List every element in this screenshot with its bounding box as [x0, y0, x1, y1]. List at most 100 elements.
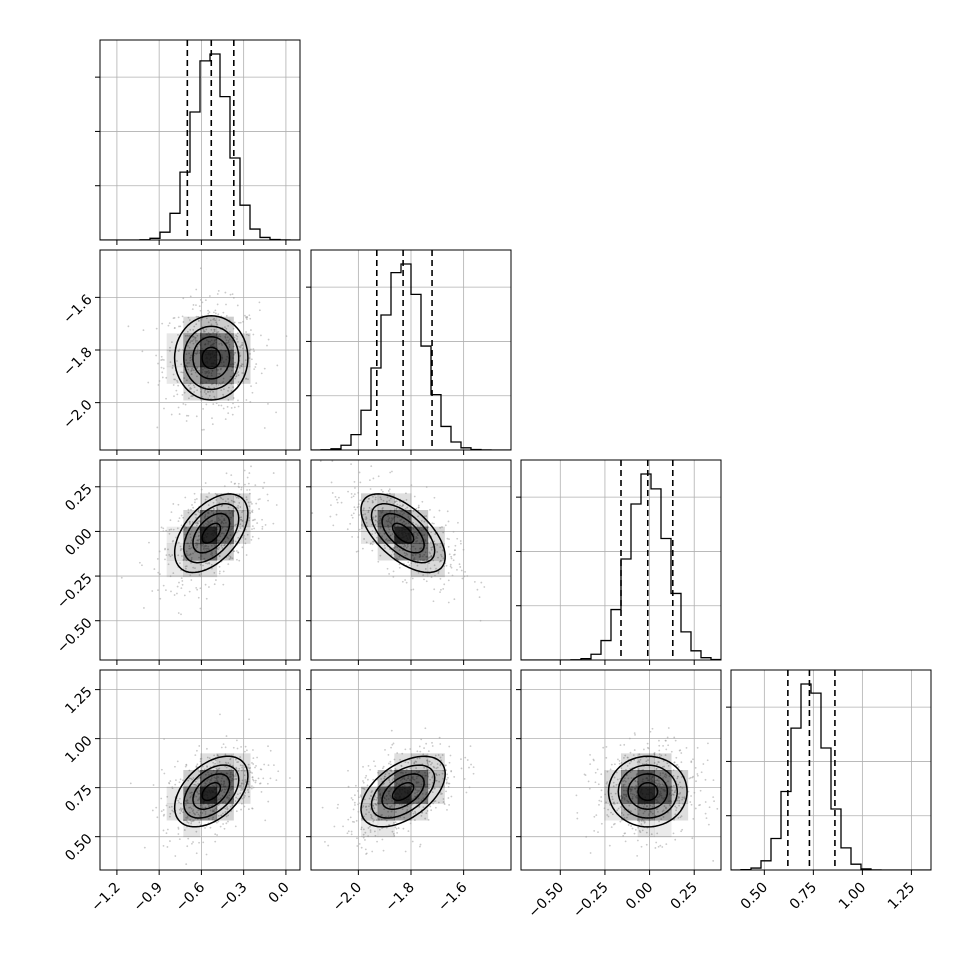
scatter-point — [430, 576, 433, 579]
contour-0 — [201, 346, 222, 370]
scatter-point — [390, 805, 393, 807]
scatter-point — [671, 793, 674, 796]
scatter-point — [176, 379, 178, 382]
scatter-point — [384, 538, 387, 541]
scatter-point — [370, 542, 372, 545]
scatter-point — [186, 334, 189, 337]
scatter-point — [435, 567, 437, 570]
scatter-point — [350, 833, 353, 836]
density-cell — [377, 803, 395, 821]
scatter-point — [392, 833, 395, 835]
scatter-point — [636, 761, 639, 764]
scatter-point — [180, 363, 183, 366]
scatter-point — [624, 780, 627, 783]
scatter-point — [369, 825, 371, 828]
scatter-point — [409, 767, 412, 769]
scatter-point — [638, 753, 641, 756]
scatter-point — [232, 746, 235, 749]
scatter-point — [677, 766, 680, 768]
density-cell — [183, 350, 201, 368]
scatter-point — [387, 490, 390, 492]
scatter-point — [193, 492, 196, 495]
scatter-point — [220, 545, 223, 547]
scatter-point — [426, 810, 429, 812]
scatter-point — [386, 567, 389, 570]
scatter-point — [619, 806, 622, 808]
x-tick-label-2-1: −0.25 — [570, 880, 612, 922]
scatter-point — [700, 771, 703, 774]
scatter-point — [206, 766, 209, 768]
scatter-point — [676, 777, 679, 780]
scatter-point — [424, 727, 427, 730]
scatter-point — [353, 801, 356, 804]
scatter-point — [250, 385, 252, 388]
scatter-point — [347, 490, 349, 493]
scatter-point — [229, 293, 232, 296]
scatter-point — [245, 498, 248, 501]
scatter-point — [227, 820, 229, 823]
scatter-point — [335, 513, 338, 516]
scatter-point — [366, 525, 369, 528]
scatter-point — [172, 528, 175, 531]
scatter-point — [266, 493, 269, 496]
density-cell — [361, 820, 379, 838]
scatter-point — [600, 822, 603, 825]
scatter-point — [672, 784, 675, 787]
scatter-point — [391, 533, 394, 535]
scatter-point — [442, 777, 444, 780]
scatter-point — [235, 375, 238, 377]
scatter-point — [478, 596, 481, 599]
scatter-point — [230, 407, 233, 409]
scatter-point — [195, 790, 198, 792]
scatter-point — [250, 501, 252, 504]
scatter-point — [234, 540, 237, 543]
scatter-point — [369, 768, 372, 771]
scatter-point — [202, 407, 205, 410]
scatter-point — [223, 388, 225, 391]
scatter-point — [646, 805, 648, 808]
scatter-point — [190, 791, 193, 794]
scatter-point — [158, 550, 161, 553]
scatter-point — [643, 803, 646, 806]
scatter-point — [231, 557, 234, 560]
scatter-point — [162, 367, 165, 370]
scatter-point — [360, 846, 363, 849]
scatter-point — [224, 543, 226, 546]
scatter-point — [399, 758, 401, 761]
scatter-point — [463, 777, 466, 780]
scatter-point — [177, 406, 180, 409]
scatter-point — [272, 472, 275, 474]
scatter-point — [448, 553, 451, 556]
scatter-point — [380, 818, 383, 821]
scatter-point — [240, 516, 243, 519]
scatter-point — [434, 574, 436, 577]
scatter-point — [327, 844, 330, 847]
scatter-point — [623, 817, 626, 819]
scatter-point — [195, 367, 198, 370]
scatter-point — [629, 751, 632, 754]
scatter-point — [263, 481, 266, 484]
scatter-point — [351, 516, 354, 519]
scatter-point — [219, 368, 222, 371]
scatter-point — [360, 826, 363, 829]
scatter-point — [712, 779, 715, 782]
scatter-point — [692, 758, 694, 761]
scatter-point — [452, 559, 455, 562]
scatter-point — [360, 527, 363, 530]
scatter-point — [372, 820, 375, 823]
scatter-point — [248, 488, 251, 491]
scatter-point — [606, 781, 609, 784]
histogram-3 — [731, 683, 931, 870]
scatter-point — [214, 319, 217, 322]
scatter-point — [443, 583, 446, 586]
scatter-point — [434, 806, 437, 809]
scatter-point — [189, 328, 192, 331]
scatter-point — [385, 819, 388, 822]
scatter-point — [204, 498, 207, 501]
scatter-point — [169, 812, 172, 815]
scatter-point — [185, 379, 188, 382]
scatter-point — [190, 395, 193, 398]
scatter-point — [651, 812, 654, 815]
scatter-point — [450, 770, 453, 773]
